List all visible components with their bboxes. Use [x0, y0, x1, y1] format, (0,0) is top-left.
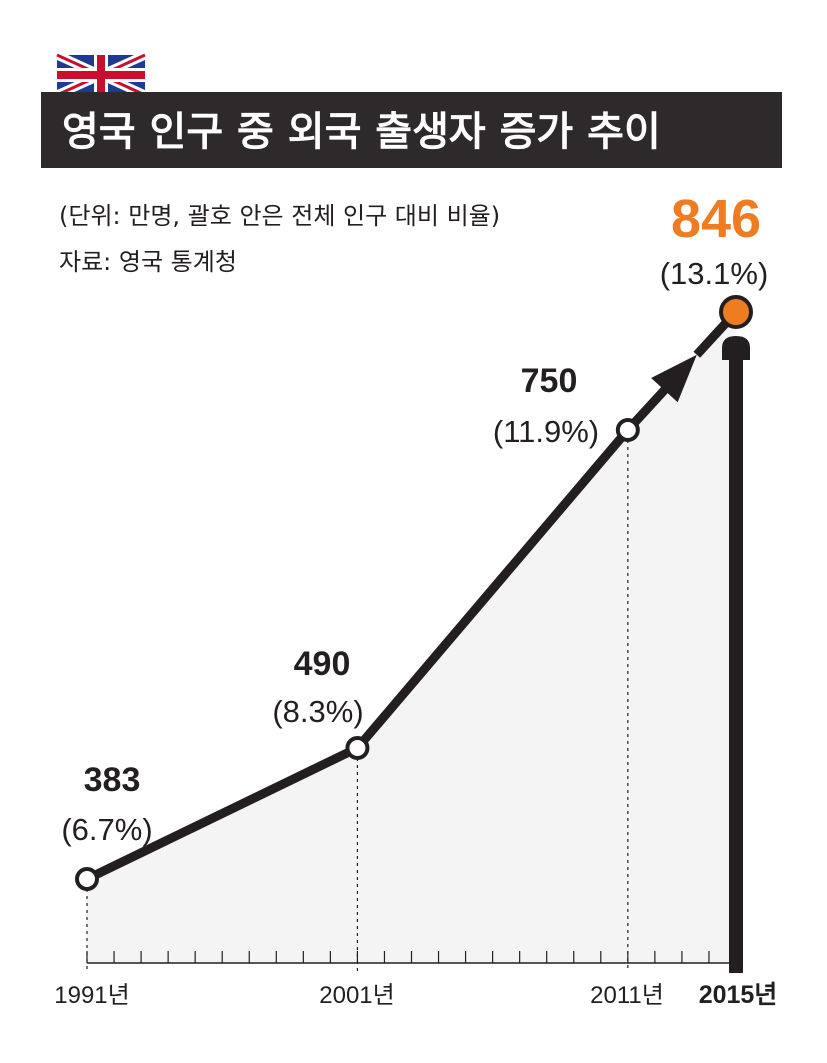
percent-label: (11.9%) [493, 414, 599, 449]
source-note: 자료: 영국 통계청 [59, 248, 237, 276]
data-point [345, 736, 370, 760]
series-line-connector [693, 317, 732, 358]
person-icon [722, 336, 750, 360]
x-tick-label: 2011년 [590, 982, 664, 1009]
data-point [615, 418, 640, 442]
data-label: 383 [84, 761, 141, 799]
x-tick-label: 2001년 [319, 982, 394, 1009]
chart-title: 영국 인구 중 외국 출생자 증가 추이 [62, 109, 661, 155]
data-label: 490 [294, 645, 351, 683]
percent-label: (8.3%) [272, 694, 363, 729]
x-tick-label: 2015년 [699, 981, 778, 1009]
percent-label: (6.7%) [61, 812, 152, 847]
highlight-marker [719, 295, 753, 329]
x-tick-label: 1991년 [54, 982, 129, 1009]
uk-flag-icon [55, 50, 147, 100]
plot-area: 383 (6.7%) 490 (8.3%) 750 (11.9%) 846 (13.1%) 19… [54, 189, 777, 1009]
highlight-percent-label: (13.1%) [660, 256, 769, 291]
unit-note: (단위: 만명, 괄호 안은 전체 인구 대비 비율) [59, 202, 500, 230]
data-point [75, 867, 99, 891]
title-bar [41, 92, 782, 168]
highlight-data-label: 846 [671, 189, 761, 249]
area-fill [87, 312, 736, 963]
highlight-bar [729, 352, 743, 973]
data-label: 750 [521, 362, 578, 400]
arrow-head [651, 354, 697, 403]
